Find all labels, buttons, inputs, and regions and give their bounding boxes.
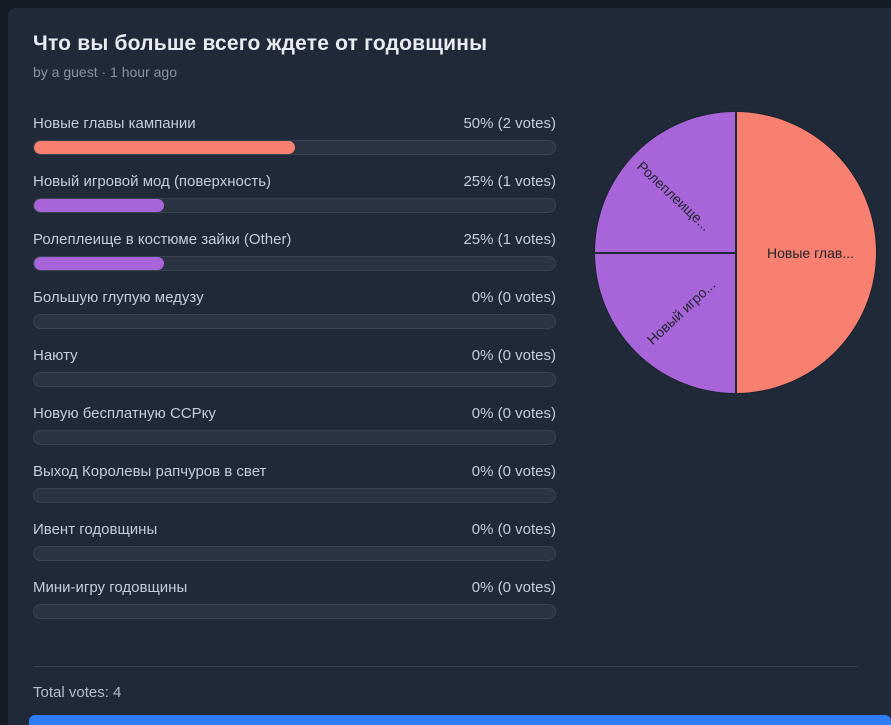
option-bar-track	[33, 372, 556, 387]
footer-divider	[33, 666, 857, 667]
option-result: 25% (1 votes)	[463, 231, 556, 248]
option-result: 0% (0 votes)	[471, 347, 556, 364]
poll-option-row: Мини-игру годовщины 0% (0 votes)	[33, 578, 556, 619]
pie-slice-label-bottom-left: Новый игро...	[643, 275, 718, 348]
option-bar-track	[33, 198, 556, 213]
option-bar-track	[33, 140, 556, 155]
option-head: Наюту 0% (0 votes)	[33, 346, 556, 366]
option-label: Наюту	[33, 347, 78, 364]
option-head: Выход Королевы рапчуров в свет 0% (0 vot…	[33, 462, 556, 482]
option-head: Мини-игру годовщины 0% (0 votes)	[33, 578, 556, 598]
option-head: Новый игровой мод (поверхность) 25% (1 v…	[33, 172, 556, 192]
poll-option-row: Наюту 0% (0 votes)	[33, 346, 556, 387]
option-bar-track	[33, 488, 556, 503]
pie-slice-divider-horizontal	[595, 251, 736, 254]
option-head: Новую бесплатную ССРку 0% (0 votes)	[33, 404, 556, 424]
option-result: 0% (0 votes)	[471, 289, 556, 306]
option-bar-fill	[34, 141, 295, 154]
option-head: Ролеплеище в костюме зайки (Other) 25% (…	[33, 230, 556, 250]
poll-option-row: Ивент годовщины 0% (0 votes)	[33, 520, 556, 561]
options-list: Новые главы кампании 50% (2 votes) Новый…	[33, 114, 556, 636]
pie-chart: Новые глав... Новый игро... Ролеплеище..…	[595, 112, 876, 393]
poll-option-row: Выход Королевы рапчуров в свет 0% (0 vot…	[33, 462, 556, 503]
total-votes: Total votes: 4	[33, 684, 122, 701]
option-label: Мини-игру годовщины	[33, 579, 188, 596]
poll-option-row: Новые главы кампании 50% (2 votes)	[33, 114, 556, 155]
option-label: Новую бесплатную ССРку	[33, 405, 216, 422]
option-head: Большую глупую медузу 0% (0 votes)	[33, 288, 556, 308]
option-result: 0% (0 votes)	[471, 579, 556, 596]
option-result: 0% (0 votes)	[471, 405, 556, 422]
option-result: 0% (0 votes)	[471, 521, 556, 538]
option-label: Ивент годовщины	[33, 521, 158, 538]
poll-option-row: Новую бесплатную ССРку 0% (0 votes)	[33, 404, 556, 445]
bottom-action-bar[interactable]	[29, 715, 891, 725]
poll-option-row: Ролеплеище в костюме зайки (Other) 25% (…	[33, 230, 556, 271]
pie-slice-label-right: Новые глав...	[767, 244, 854, 261]
option-bar-fill	[34, 257, 165, 270]
option-label: Выход Королевы рапчуров в свет	[33, 463, 267, 480]
pie-slice-label-top-left: Ролеплеище...	[633, 157, 714, 234]
content-row: Новые главы кампании 50% (2 votes) Новый…	[33, 112, 891, 636]
option-bar-track	[33, 430, 556, 445]
poll-option-row: Новый игровой мод (поверхность) 25% (1 v…	[33, 172, 556, 213]
poll-results-card: Что вы больше всего ждете от годовщины b…	[8, 8, 891, 725]
option-result: 0% (0 votes)	[471, 463, 556, 480]
option-bar-track	[33, 314, 556, 329]
option-head: Ивент годовщины 0% (0 votes)	[33, 520, 556, 540]
poll-option-row: Большую глупую медузу 0% (0 votes)	[33, 288, 556, 329]
option-bar-track	[33, 546, 556, 561]
option-label: Большую глупую медузу	[33, 289, 204, 306]
option-result: 25% (1 votes)	[463, 173, 556, 190]
option-result: 50% (2 votes)	[463, 115, 556, 132]
option-bar-track	[33, 604, 556, 619]
option-bar-fill	[34, 199, 165, 212]
option-head: Новые главы кампании 50% (2 votes)	[33, 114, 556, 134]
page-title: Что вы больше всего ждете от годовщины	[33, 32, 488, 55]
option-label: Ролеплеище в костюме зайки (Other)	[33, 231, 292, 248]
pie-slice-divider-vertical	[734, 112, 737, 393]
option-label: Новый игровой мод (поверхность)	[33, 173, 272, 190]
option-label: Новые главы кампании	[33, 115, 196, 132]
pie-column: Новые глав... Новый игро... Ролеплеище..…	[556, 112, 891, 636]
poll-byline: by a guest · 1 hour ago	[33, 64, 177, 80]
option-bar-track	[33, 256, 556, 271]
